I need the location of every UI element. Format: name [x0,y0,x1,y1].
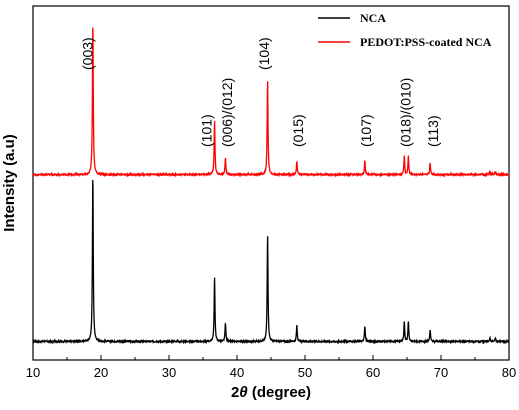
peak-annotations: (003) (101) (006)/(012) (104) (015) (107) (018… [79,37,440,147]
x-tick-label: 70 [434,365,448,380]
peak-label-1: (101) [198,114,214,147]
legend-label-0: NCA [360,11,386,25]
peak-label-2: (006)/(012) [219,78,235,147]
x-tick-label: 30 [162,365,176,380]
x-tick-label: 40 [230,365,244,380]
y-axis-label: Intensity (a.u) [1,134,18,232]
legend: NCA PEDOT:PSS-coated NCA [318,11,492,49]
x-tick-label: 50 [298,365,312,380]
x-tick-label: 60 [366,365,380,380]
x-axis-label: 2θ (degree) [231,384,311,401]
series-layer [32,27,510,345]
x-tick-label: 20 [94,365,108,380]
x-axis-ticks: 10 20 30 40 50 60 70 80 [26,355,516,380]
series-line-1 [32,27,510,178]
peak-label-5: (107) [358,114,374,147]
series-line-0 [32,179,510,345]
peak-label-7: (113) [425,115,441,147]
peak-label-0: (003) [79,37,95,70]
x-tick-label: 10 [26,365,40,380]
peak-label-6: (018)/(010) [398,78,414,147]
peak-label-3: (104) [256,37,272,70]
x-tick-label: 80 [502,365,516,380]
peak-label-4: (015) [290,114,306,147]
legend-label-1: PEDOT:PSS-coated NCA [360,35,492,49]
